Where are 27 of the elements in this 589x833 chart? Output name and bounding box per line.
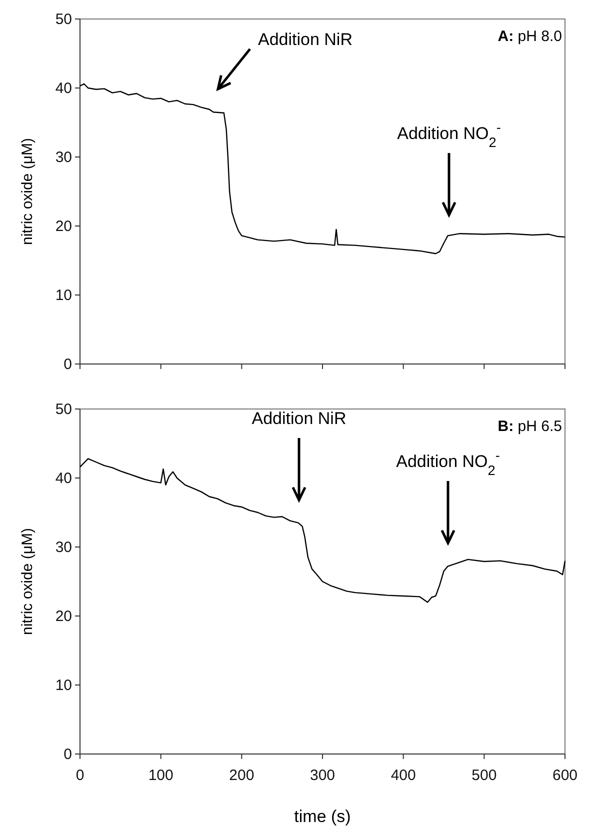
annotation: B: pH 6.5 [498, 418, 562, 435]
x-tick-label: 100 [148, 767, 174, 784]
y-axis-title: nitric oxide (μM) [19, 528, 36, 635]
y-tick-label: 50 [55, 10, 72, 28]
y-tick-label: 20 [55, 608, 72, 625]
y-tick-label: 10 [55, 286, 72, 304]
line-series [79, 83, 566, 254]
x-tick-label: 600 [552, 767, 578, 784]
y-tick-label: 10 [55, 676, 72, 694]
y-tick-label: 20 [55, 218, 72, 235]
y-tick-label: 40 [55, 80, 72, 97]
y-tick-label: 30 [55, 148, 72, 166]
y-tick-label: 50 [55, 400, 72, 418]
x-axis-title: time (s) [294, 807, 351, 826]
y-axis-title: nitric oxide (μM) [19, 138, 36, 245]
x-tick-label: 500 [472, 767, 497, 784]
y-tick-label: 0 [64, 746, 72, 763]
x-tick-label: 300 [310, 767, 336, 784]
y-tick-label: 40 [55, 470, 72, 487]
x-tick-label: 200 [229, 767, 254, 784]
annotation: Addition NiR [258, 30, 352, 49]
annotation: Addition NiR [252, 409, 346, 428]
x-tick-label: 400 [390, 767, 416, 784]
y-tick-label: 30 [55, 538, 72, 556]
y-tick-label: 0 [64, 356, 72, 373]
x-tick-label: 0 [76, 767, 84, 784]
annotation: A: pH 8.0 [498, 28, 562, 45]
